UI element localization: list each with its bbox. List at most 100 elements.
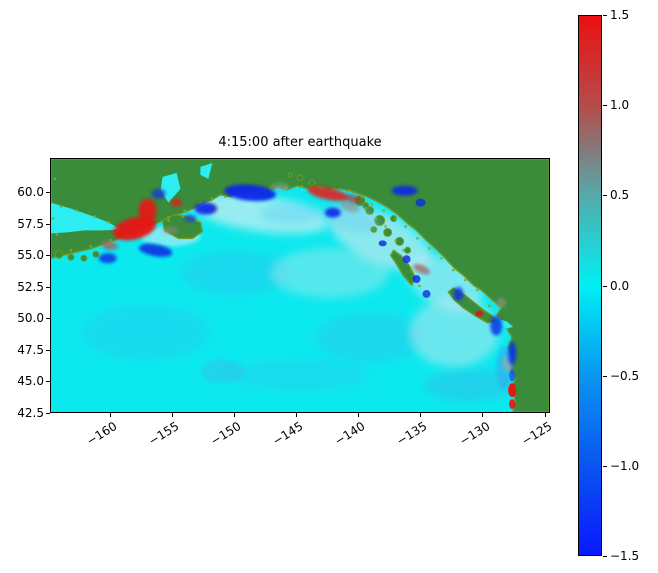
colorbar-tick-label: 1.0 <box>610 98 630 113</box>
islet <box>54 249 64 259</box>
wave-anomaly-blob <box>415 198 426 207</box>
x-tick-label: −160 <box>84 419 120 449</box>
y-tick-label: 42.5 <box>17 406 44 420</box>
wave-anomaly-blob <box>412 275 421 284</box>
coast-speckle <box>224 195 227 198</box>
colorbar-tick-label: −1.5 <box>610 549 640 563</box>
y-tick-label: 50.0 <box>17 311 44 326</box>
coast-speckle <box>300 185 304 188</box>
y-tick-label: 57.5 <box>17 216 44 231</box>
y-tick-mark <box>46 223 50 225</box>
coast-speckle <box>75 209 79 212</box>
islet <box>308 179 316 187</box>
wave-anomaly-blob <box>378 240 387 247</box>
islet <box>296 174 304 182</box>
coast-speckle <box>428 247 431 250</box>
coast-speckle <box>107 221 110 224</box>
x-tick-label: −135 <box>394 419 430 449</box>
heatmap-canvas <box>51 159 549 412</box>
coast-speckle <box>55 233 59 236</box>
wave-anomaly-blob <box>509 399 516 410</box>
coast-speckle <box>167 216 170 219</box>
coast-speckle <box>181 215 184 218</box>
coast-speckle <box>268 187 272 190</box>
wave-anomaly-blob <box>151 188 166 199</box>
coast-speckle <box>394 217 397 220</box>
inlet-water <box>200 162 213 179</box>
y-tick-label: 45.0 <box>17 374 44 389</box>
coast-speckle <box>211 197 214 200</box>
ocean-shade-blob <box>230 359 370 392</box>
wave-anomaly-blob <box>422 289 431 298</box>
colorbar-tick-mark <box>603 465 607 467</box>
wave-anomaly-blob <box>98 253 117 264</box>
colorbar-tick-mark <box>603 105 607 107</box>
coast-speckle <box>402 249 405 252</box>
y-tick-label: 60.0 <box>17 185 44 200</box>
wave-anomaly-blob <box>270 182 291 191</box>
inlet-water <box>51 202 121 234</box>
coast-speckle <box>404 225 407 228</box>
coast-speckle <box>167 219 170 222</box>
y-tick-mark <box>46 381 50 383</box>
colorbar-tick-label: 0.5 <box>610 188 630 203</box>
colorbar-tick-label: −0.5 <box>610 368 640 383</box>
wave-anomaly-blob <box>170 198 183 207</box>
y-tick-mark <box>46 318 50 320</box>
ocean-shade-blob <box>314 312 425 363</box>
coast-speckle <box>416 237 419 240</box>
colorbar-tick-mark <box>603 556 607 557</box>
y-tick-label: 55.0 <box>17 248 44 263</box>
ocean-shade-blob <box>180 251 291 295</box>
wave-anomaly-blob <box>324 207 341 218</box>
y-tick-mark <box>46 349 50 351</box>
y-tick-mark <box>46 192 50 194</box>
coast-speckle <box>476 288 479 292</box>
islet <box>383 227 393 237</box>
colorbar-tick-mark <box>603 195 607 197</box>
coast-speckle <box>199 201 202 204</box>
coast-speckle <box>332 187 336 190</box>
coast-speckle <box>452 268 455 272</box>
coast-speckle <box>360 195 363 198</box>
x-tick-mark <box>482 413 484 417</box>
wave-anomaly-blob <box>138 198 157 223</box>
wave-anomaly-blob <box>307 186 349 201</box>
wave-anomaly-blob <box>113 216 157 241</box>
wave-anomaly-blob <box>102 242 119 251</box>
coast-speckle <box>89 245 93 248</box>
pale-water-blob <box>409 297 500 368</box>
colorbar <box>578 15 602 556</box>
x-tick-mark <box>110 413 112 417</box>
coast-speckle <box>418 284 421 288</box>
wave-anomaly-blob <box>391 185 418 196</box>
wave-anomaly-blob <box>162 226 179 235</box>
y-tick-mark <box>46 255 50 257</box>
coast-speckle <box>183 209 186 212</box>
inlet-water <box>160 172 181 203</box>
coast-speckle <box>348 189 351 192</box>
x-tick-mark <box>358 413 360 417</box>
wave-anomaly-blob <box>340 200 360 213</box>
islet <box>287 172 293 178</box>
wave-anomaly-blob <box>413 263 430 275</box>
coast-speckle <box>363 207 366 210</box>
y-tick-mark <box>46 413 50 414</box>
coast-speckle <box>440 257 443 260</box>
coast-speckle <box>464 278 467 282</box>
islet <box>67 253 75 261</box>
wave-anomaly-blob <box>453 286 464 301</box>
x-tick-label: −140 <box>332 419 368 449</box>
islet <box>80 254 88 262</box>
coast-speckle <box>51 201 53 204</box>
x-tick-mark <box>420 413 422 417</box>
x-tick-mark <box>544 413 546 417</box>
x-tick-mark <box>172 413 174 417</box>
wave-anomaly-blob <box>475 310 484 317</box>
coast-speckle <box>195 219 198 222</box>
coast-speckle <box>69 249 73 252</box>
wave-anomaly-blob <box>224 184 277 201</box>
wave-anomaly-blob <box>508 341 517 366</box>
wave-anomaly-blob <box>184 214 197 223</box>
